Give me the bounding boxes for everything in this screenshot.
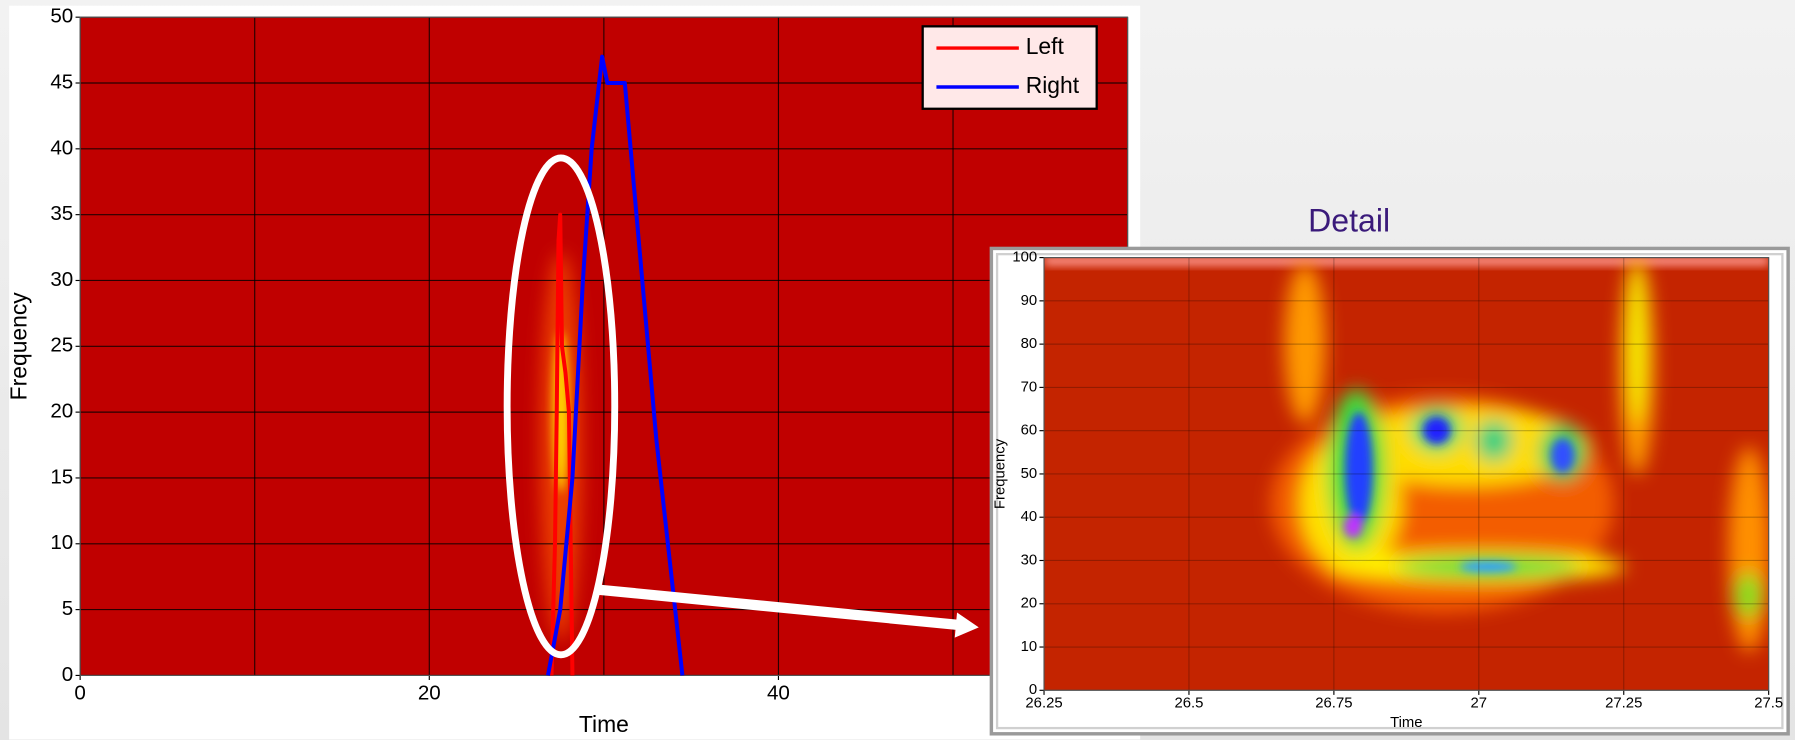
x-tick-label: 40: [767, 681, 790, 704]
x-tick-label: 0: [74, 681, 85, 704]
blob: [1734, 572, 1761, 618]
blob: [1344, 515, 1362, 538]
blob: [1729, 446, 1770, 652]
y-tick-label: 5: [62, 597, 73, 620]
y-tick-label: 10: [1021, 639, 1038, 655]
legend-label: Left: [1026, 33, 1065, 59]
x-tick-label: 26.25: [1025, 696, 1062, 712]
x-tick-label: 26.75: [1315, 696, 1352, 712]
y-tick-label: 70: [1021, 379, 1038, 395]
blob: [1551, 438, 1574, 472]
blob: [1476, 420, 1513, 461]
page: 0 5 10 15 20 25 30 35 40 45 50 0 20 40 60 Time Frequency…: [0, 0, 1795, 740]
y-axis-label: Frequency: [992, 438, 1008, 509]
x-tick-label: 27.25: [1605, 696, 1642, 712]
y-tick-label: 20: [50, 400, 73, 423]
x-tick-label: 27: [1471, 696, 1488, 712]
y-tick-label: 10: [50, 531, 73, 554]
y-tick-label: 20: [1021, 596, 1038, 612]
y-tick-label: 90: [1021, 293, 1038, 309]
y-tick-label: 25: [50, 334, 73, 357]
blob: [1628, 263, 1646, 423]
x-axis-label: Time: [1390, 715, 1423, 731]
y-tick-label: 100: [1012, 250, 1037, 266]
legend-label: Right: [1026, 72, 1080, 98]
x-tick-label: 26.5: [1174, 696, 1203, 712]
blob: [1284, 263, 1325, 423]
y-tick-label: 60: [1021, 423, 1038, 439]
y-tick-label: 50: [50, 5, 73, 28]
y-tick-label: 30: [50, 268, 73, 291]
y-tick-label: 15: [50, 465, 73, 488]
y-tick-label: 0: [62, 663, 73, 686]
y-tick-label: 80: [1021, 336, 1038, 352]
x-tick-label: 27.5: [1754, 696, 1783, 712]
blob: [1460, 561, 1517, 572]
blob: [1345, 412, 1372, 526]
figure: 0 5 10 15 20 25 30 35 40 45 50 0 20 40 60 Time Frequency…: [0, 0, 1795, 740]
y-tick-label: 45: [50, 70, 73, 93]
chart-title: Detail: [1308, 203, 1390, 239]
y-tick-label: 35: [50, 202, 73, 225]
y-tick-label: 30: [1021, 552, 1038, 568]
y-axis-label: Frequency: [6, 292, 32, 401]
x-tick-label: 20: [418, 681, 441, 704]
y-tick-label: 50: [1021, 466, 1038, 482]
y-tick-label: 40: [1021, 509, 1038, 525]
y-tick-label: 40: [50, 136, 73, 159]
x-axis-label: Time: [579, 711, 629, 737]
